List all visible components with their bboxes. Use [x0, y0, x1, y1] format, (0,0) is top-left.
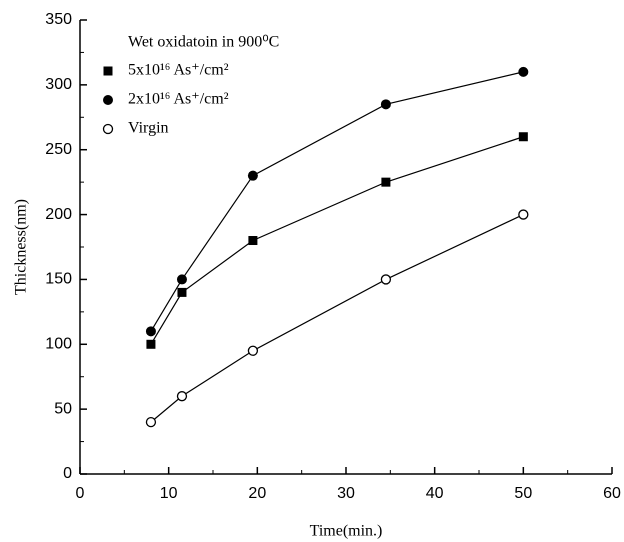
- marker: [380, 274, 392, 285]
- marker: [380, 99, 391, 110]
- legend-marker: [102, 123, 114, 135]
- marker: [518, 209, 529, 220]
- legend-marker: [103, 95, 113, 105]
- series-line: [150, 214, 524, 423]
- marker: [518, 66, 529, 77]
- x-tick-label: 30: [337, 485, 355, 502]
- x-tick-label: 0: [76, 485, 85, 502]
- x-tick-label: 40: [426, 485, 444, 502]
- legend-title: Wet oxidatoin in 900⁰C: [128, 34, 279, 51]
- x-tick-label: 20: [248, 485, 266, 502]
- y-tick-label: 200: [45, 206, 72, 223]
- y-tick-label: 50: [54, 400, 72, 417]
- y-tick-label: 250: [45, 141, 72, 158]
- marker: [177, 287, 187, 297]
- marker: [146, 339, 156, 349]
- legend-marker: [103, 66, 113, 76]
- x-tick-label: 50: [514, 485, 532, 502]
- y-tick-label: 300: [45, 76, 72, 93]
- marker: [176, 391, 188, 402]
- legend-label: 5x10¹⁶ As⁺/cm²: [128, 62, 229, 79]
- legend-label: 2x10¹⁶ As⁺/cm²: [128, 91, 229, 108]
- marker: [518, 132, 528, 142]
- x-tick-label: 60: [603, 485, 621, 502]
- marker: [247, 170, 258, 181]
- marker: [176, 274, 187, 285]
- y-axis-label: Thickness(nm): [13, 199, 30, 295]
- y-tick-label: 150: [45, 271, 72, 288]
- y-tick-label: 350: [45, 11, 72, 28]
- series-line: [150, 71, 524, 332]
- marker: [248, 236, 258, 246]
- marker: [145, 416, 157, 428]
- legend-label: Virgin: [128, 120, 169, 137]
- y-tick-label: 100: [45, 336, 72, 353]
- marker: [145, 326, 156, 337]
- x-tick-label: 10: [160, 485, 178, 502]
- y-tick-label: 0: [63, 465, 72, 482]
- marker: [247, 345, 259, 356]
- marker: [381, 177, 391, 187]
- x-axis-label: Time(min.): [310, 523, 383, 540]
